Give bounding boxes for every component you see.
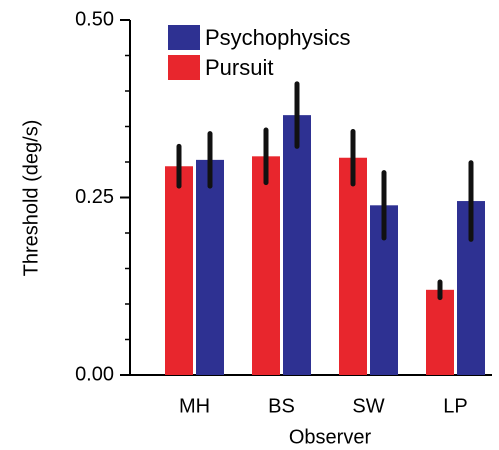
x-tick-label: BS: [268, 395, 295, 417]
legend-label: Psychophysics: [205, 25, 351, 50]
bar: [426, 289, 454, 375]
legend-swatch: [168, 25, 200, 50]
x-tick-label: LP: [443, 395, 467, 417]
y-tick-label: 0.00: [75, 363, 114, 385]
y-tick-label: 0.25: [75, 186, 114, 208]
y-axis-label: Threshold (deg/s): [20, 120, 42, 277]
bar: [196, 159, 224, 375]
legend-label: Pursuit: [205, 55, 273, 80]
bar: [283, 115, 311, 375]
y-tick-label: 0.50: [75, 8, 114, 30]
x-tick-label: MH: [179, 395, 210, 417]
bar: [339, 157, 367, 375]
bar: [165, 166, 193, 375]
legend-swatch: [168, 55, 200, 80]
bar: [252, 156, 280, 375]
x-tick-label: SW: [352, 395, 384, 417]
x-axis-label: Observer: [289, 426, 372, 448]
